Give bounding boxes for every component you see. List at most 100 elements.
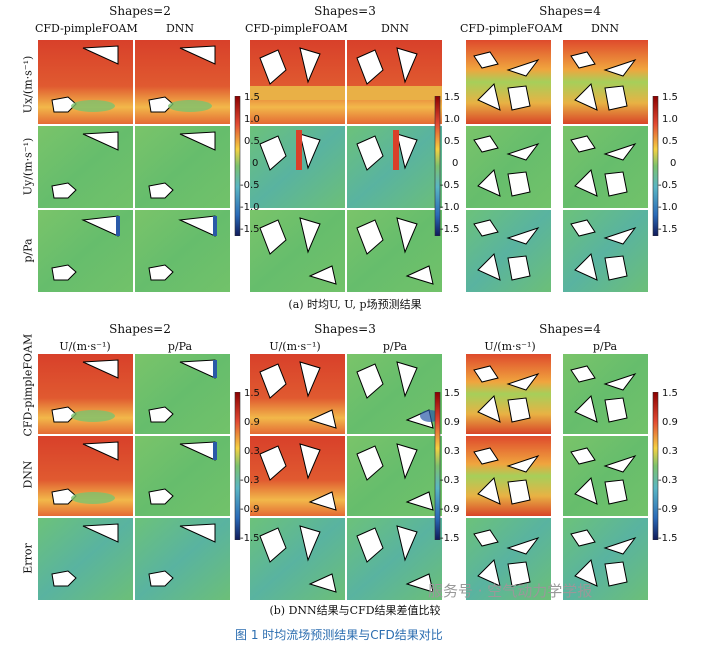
cb-a1-t5: -1.0: [240, 202, 260, 213]
panel-a-r0-c3: [347, 40, 442, 124]
cb-b2-t4: -0.9: [440, 504, 460, 515]
cb-a2-t6: -1.5: [440, 224, 460, 235]
col-label-b-u-3: U/(m·s⁻¹): [269, 340, 321, 353]
group-title-a-shapes2: Shapes=2: [109, 4, 171, 18]
cb-a3-t6: -1.5: [658, 224, 678, 235]
panel-b-r0-c4: [466, 354, 551, 434]
panel-a-r1-c3: [347, 126, 442, 208]
panel-a-r2-c3: [347, 210, 442, 292]
col-label-a-cfd-2: CFD-pimpleFOAM: [35, 22, 138, 35]
watermark: 服务号 · 空气动力学学报: [428, 582, 593, 600]
col-label-a-dnn-2: DNN: [165, 22, 195, 35]
cb-a3-t1: 1.0: [662, 114, 678, 125]
panel-b-r2-c2: [250, 518, 345, 600]
cb-b2-t3: -0.3: [440, 475, 460, 486]
caption-part-b: (b) DNN结果与CFD结果差值比较: [269, 604, 441, 617]
panel-a-r0-c1: [135, 40, 230, 124]
cb-a3-t5: -1.0: [658, 202, 678, 213]
cb-a2-t1: 1.0: [444, 114, 460, 125]
panel-a-r0-c4: [466, 40, 551, 124]
panel-b-r1-c0: [38, 436, 133, 516]
row-label-b-dnn: DNN: [21, 460, 35, 489]
group-title-a-shapes3: Shapes=3: [314, 4, 376, 18]
col-label-b-p-2: p/Pa: [167, 340, 193, 353]
cb-a1-t1: 1.0: [244, 114, 260, 125]
panel-b-r0-c0: [38, 354, 133, 434]
cb-a2-t4: -0.5: [440, 180, 460, 191]
panel-b-r1-c4: [466, 436, 551, 516]
col-label-b-p-4: p/Pa: [592, 340, 618, 353]
panel-b-r1-c3: [347, 436, 442, 516]
row-label-b-error: Error: [21, 543, 35, 574]
panel-a-r1-c4: [466, 126, 551, 208]
group-title-b-shapes4: Shapes=4: [539, 322, 601, 336]
cb-a3-t2: 0.5: [662, 136, 678, 147]
col-label-a-dnn-4: DNN: [590, 22, 620, 35]
col-label-a-dnn-3: DNN: [380, 22, 410, 35]
cb-b1-t3: -0.3: [240, 475, 260, 486]
figure-caption: 图 1 时均流场预测结果与CFD结果对比: [235, 628, 443, 642]
cb-b3-t0: 1.5: [662, 388, 678, 399]
cb-b2-t5: -1.5: [440, 533, 460, 544]
cb-a3-t4: -0.5: [658, 180, 678, 191]
col-label-b-u-4: U/(m·s⁻¹): [484, 340, 536, 353]
panel-a-r2-c0: [38, 210, 133, 292]
panel-a-r1-c1: [135, 126, 230, 208]
cb-a2-t3: 0: [452, 158, 459, 169]
col-label-a-cfd-4: CFD-pimpleFOAM: [460, 22, 563, 35]
cb-b1-t1: 0.9: [244, 417, 260, 428]
cb-b3-t3: -0.3: [658, 475, 678, 486]
panel-b-r2-c3: [347, 518, 442, 600]
row-label-b-cfd: CFD-pimpleFOAM: [21, 333, 35, 437]
cb-b1-t5: -1.5: [240, 533, 260, 544]
cb-b3-t4: -0.9: [658, 504, 678, 515]
panel-a-r2-c2: [250, 210, 345, 292]
group-title-b-shapes3: Shapes=3: [314, 322, 376, 336]
cb-b1-t4: -0.9: [240, 504, 260, 515]
row-label-a-ux: Ux/(m·s⁻¹): [21, 55, 35, 114]
panel-b-r1-c1: [135, 436, 230, 516]
part-b-panels: [38, 354, 648, 600]
cb-b1-t0: 1.5: [244, 388, 260, 399]
panel-b-r0-c2: [250, 354, 345, 434]
row-label-a-p: p/Pa: [21, 238, 35, 263]
panel-a-r0-c5: [563, 40, 648, 124]
cb-a1-t4: -0.5: [240, 180, 260, 191]
panel-b-r2-c5: [563, 518, 648, 600]
cb-b2-t1: 0.9: [444, 417, 460, 428]
cb-a3-t3: 0: [670, 158, 677, 169]
panel-a-r2-c5: [563, 210, 648, 292]
cb-a3-t0: 1.5: [662, 92, 678, 103]
cb-b3-t1: 0.9: [662, 417, 678, 428]
cb-b3-t2: 0.3: [662, 446, 678, 457]
panel-a-r1-c0: [38, 126, 133, 208]
cb-b1-t2: 0.3: [244, 446, 260, 457]
cb-a1-t0: 1.5: [244, 92, 260, 103]
panel-a-r1-c5: [563, 126, 648, 208]
panel-a-r2-c1: [135, 210, 230, 292]
col-label-a-cfd-3: CFD-pimpleFOAM: [245, 22, 348, 35]
cb-a1-t3: 0: [252, 158, 259, 169]
panel-b-r1-c5: [563, 436, 648, 516]
part-a-panels: [38, 40, 648, 292]
cb-a1-t2: 0.5: [244, 136, 260, 147]
panel-a-r0-c2: [250, 40, 345, 124]
panel-b-r0-c3: [347, 354, 442, 434]
cb-a2-t0: 1.5: [444, 92, 460, 103]
cb-a2-t2: 0.5: [444, 136, 460, 147]
cb-a2-t5: -1.0: [440, 202, 460, 213]
panel-a-r1-c2: [250, 126, 345, 208]
panel-b-r0-c1: [135, 354, 230, 434]
cb-b2-t2: 0.3: [444, 446, 460, 457]
row-label-a-uy: Uy/(m·s⁻¹): [21, 137, 35, 196]
panel-b-r0-c5: [563, 354, 648, 434]
caption-part-a: (a) 时均U, U, p场预测结果: [288, 298, 422, 311]
panel-a-r0-c0: [38, 40, 133, 124]
panel-b-r1-c2: [250, 436, 345, 516]
group-title-b-shapes2: Shapes=2: [109, 322, 171, 336]
cb-b3-t5: -1.5: [658, 533, 678, 544]
cb-b2-t0: 1.5: [444, 388, 460, 399]
panel-b-r2-c0: [38, 518, 133, 600]
panel-b-r2-c1: [135, 518, 230, 600]
panel-a-r2-c4: [466, 210, 551, 292]
